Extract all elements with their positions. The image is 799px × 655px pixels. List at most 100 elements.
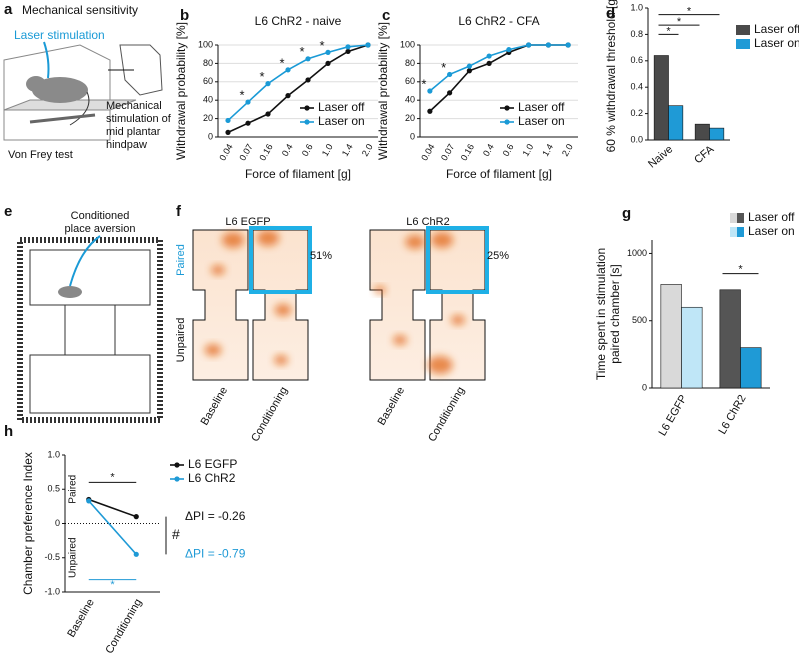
y-tick-label: -0.5 <box>44 552 60 562</box>
y-tick-label: 0.4 <box>630 82 643 92</box>
group-label: L6 EGFP <box>225 216 270 228</box>
heat-spot <box>274 304 292 316</box>
heat-spot <box>427 356 453 374</box>
heatmap <box>369 229 426 381</box>
legend-swatch <box>737 213 744 223</box>
x-axis-label: Force of filament [g] <box>446 167 552 181</box>
panel-letter: b <box>180 7 189 24</box>
label: Laser stimulation <box>14 28 105 42</box>
panel-letter: c <box>382 7 390 24</box>
bar <box>694 123 710 141</box>
y-tick-label: 0 <box>642 382 647 392</box>
label: Mechanical <box>106 100 162 112</box>
y-tick-label: 100 <box>198 39 213 49</box>
legend-swatch <box>730 213 737 223</box>
y-tick-label: -1.0 <box>44 586 60 596</box>
y-axis-label: Withdrawal probability [%] <box>376 22 390 160</box>
y-tick-label: 500 <box>632 315 647 325</box>
legend-label: Laser off <box>754 22 799 36</box>
y-tick-label: 40 <box>203 95 213 105</box>
point <box>133 514 139 520</box>
point <box>545 42 551 48</box>
x-tick-label: 0.07 <box>237 142 254 162</box>
fiber <box>43 41 50 79</box>
legend-swatch <box>504 119 510 125</box>
significance: * <box>279 55 284 70</box>
y-tick-label: 0.8 <box>630 29 643 39</box>
y-tick-label: 100 <box>400 39 415 49</box>
point <box>506 47 512 53</box>
significance: * <box>738 264 743 276</box>
y-tick-label: 0 <box>208 131 213 141</box>
heat-spot <box>374 286 386 294</box>
legend-label: Laser on <box>754 36 799 50</box>
heatmaps: L6 EGFP L6 ChR2 Paired Unpaired <box>175 216 450 362</box>
bar <box>709 127 725 141</box>
x-tick-label: Naive <box>646 143 675 170</box>
cpa-illustration: Conditioned place aversion <box>17 210 163 423</box>
panel-letter: f <box>176 203 182 220</box>
x-tick-label: 0.04 <box>217 142 234 162</box>
percent: 25% <box>487 250 509 262</box>
point <box>365 42 371 48</box>
series-line <box>227 44 369 122</box>
y-tick-label: 80 <box>405 58 415 68</box>
legend-label: Laser on <box>748 224 795 238</box>
label: Conditioned <box>71 210 130 222</box>
annotation: Unpaired <box>68 537 79 578</box>
bar <box>719 289 741 389</box>
annotation: Paired <box>68 475 79 504</box>
legend-label: Laser on <box>518 114 565 128</box>
point <box>285 67 291 73</box>
heat-spot <box>204 344 222 356</box>
legend-label: Laser off <box>748 210 795 224</box>
y-tick-label: 40 <box>405 95 415 105</box>
legend-swatch <box>730 227 737 237</box>
legend-label: Laser on <box>318 114 365 128</box>
x-tick-label: 0.4 <box>280 142 295 158</box>
fiber <box>69 235 101 287</box>
point <box>133 551 139 557</box>
point <box>325 49 331 55</box>
label: mid plantar <box>106 126 161 138</box>
bar <box>740 347 762 389</box>
significance: * <box>239 87 244 102</box>
bar <box>660 284 682 389</box>
label: hindpaw <box>106 139 147 151</box>
percent: 51% <box>310 250 332 262</box>
point <box>447 90 453 96</box>
label: Von Frey test <box>8 149 73 161</box>
significance: * <box>259 69 264 84</box>
y-axis-label: paired chamber [s] <box>608 264 622 363</box>
condition-label: Conditioning <box>249 385 290 444</box>
significance: * <box>421 76 426 91</box>
heat-spot <box>430 232 454 248</box>
bar <box>668 105 684 141</box>
heat-spot <box>451 315 465 325</box>
point <box>225 117 231 124</box>
mouse <box>32 77 88 103</box>
x-tick-label: 1.4 <box>340 142 355 158</box>
y-tick-label: 0 <box>55 518 60 528</box>
point <box>526 42 532 48</box>
y-axis-label: Time spent in stimulation <box>594 248 608 380</box>
point <box>245 99 251 105</box>
row-label: Paired <box>175 244 187 276</box>
x-tick-label: 2.0 <box>360 142 375 158</box>
point <box>325 60 331 66</box>
chamber <box>29 249 151 306</box>
von-frey-illustration: Mechanical sensitivity Laser stimulation… <box>3 3 172 161</box>
legend-swatch <box>304 105 310 111</box>
heat-spot <box>405 235 425 249</box>
point <box>447 71 453 78</box>
point <box>565 42 571 48</box>
mouse-head <box>26 76 46 92</box>
significance: * <box>441 60 446 75</box>
point <box>265 81 271 87</box>
series-line <box>227 44 369 134</box>
point <box>427 108 433 114</box>
row-label: Unpaired <box>175 318 187 363</box>
x-tick-label: 0.6 <box>501 142 516 158</box>
x-tick-label: 0.07 <box>439 142 456 162</box>
